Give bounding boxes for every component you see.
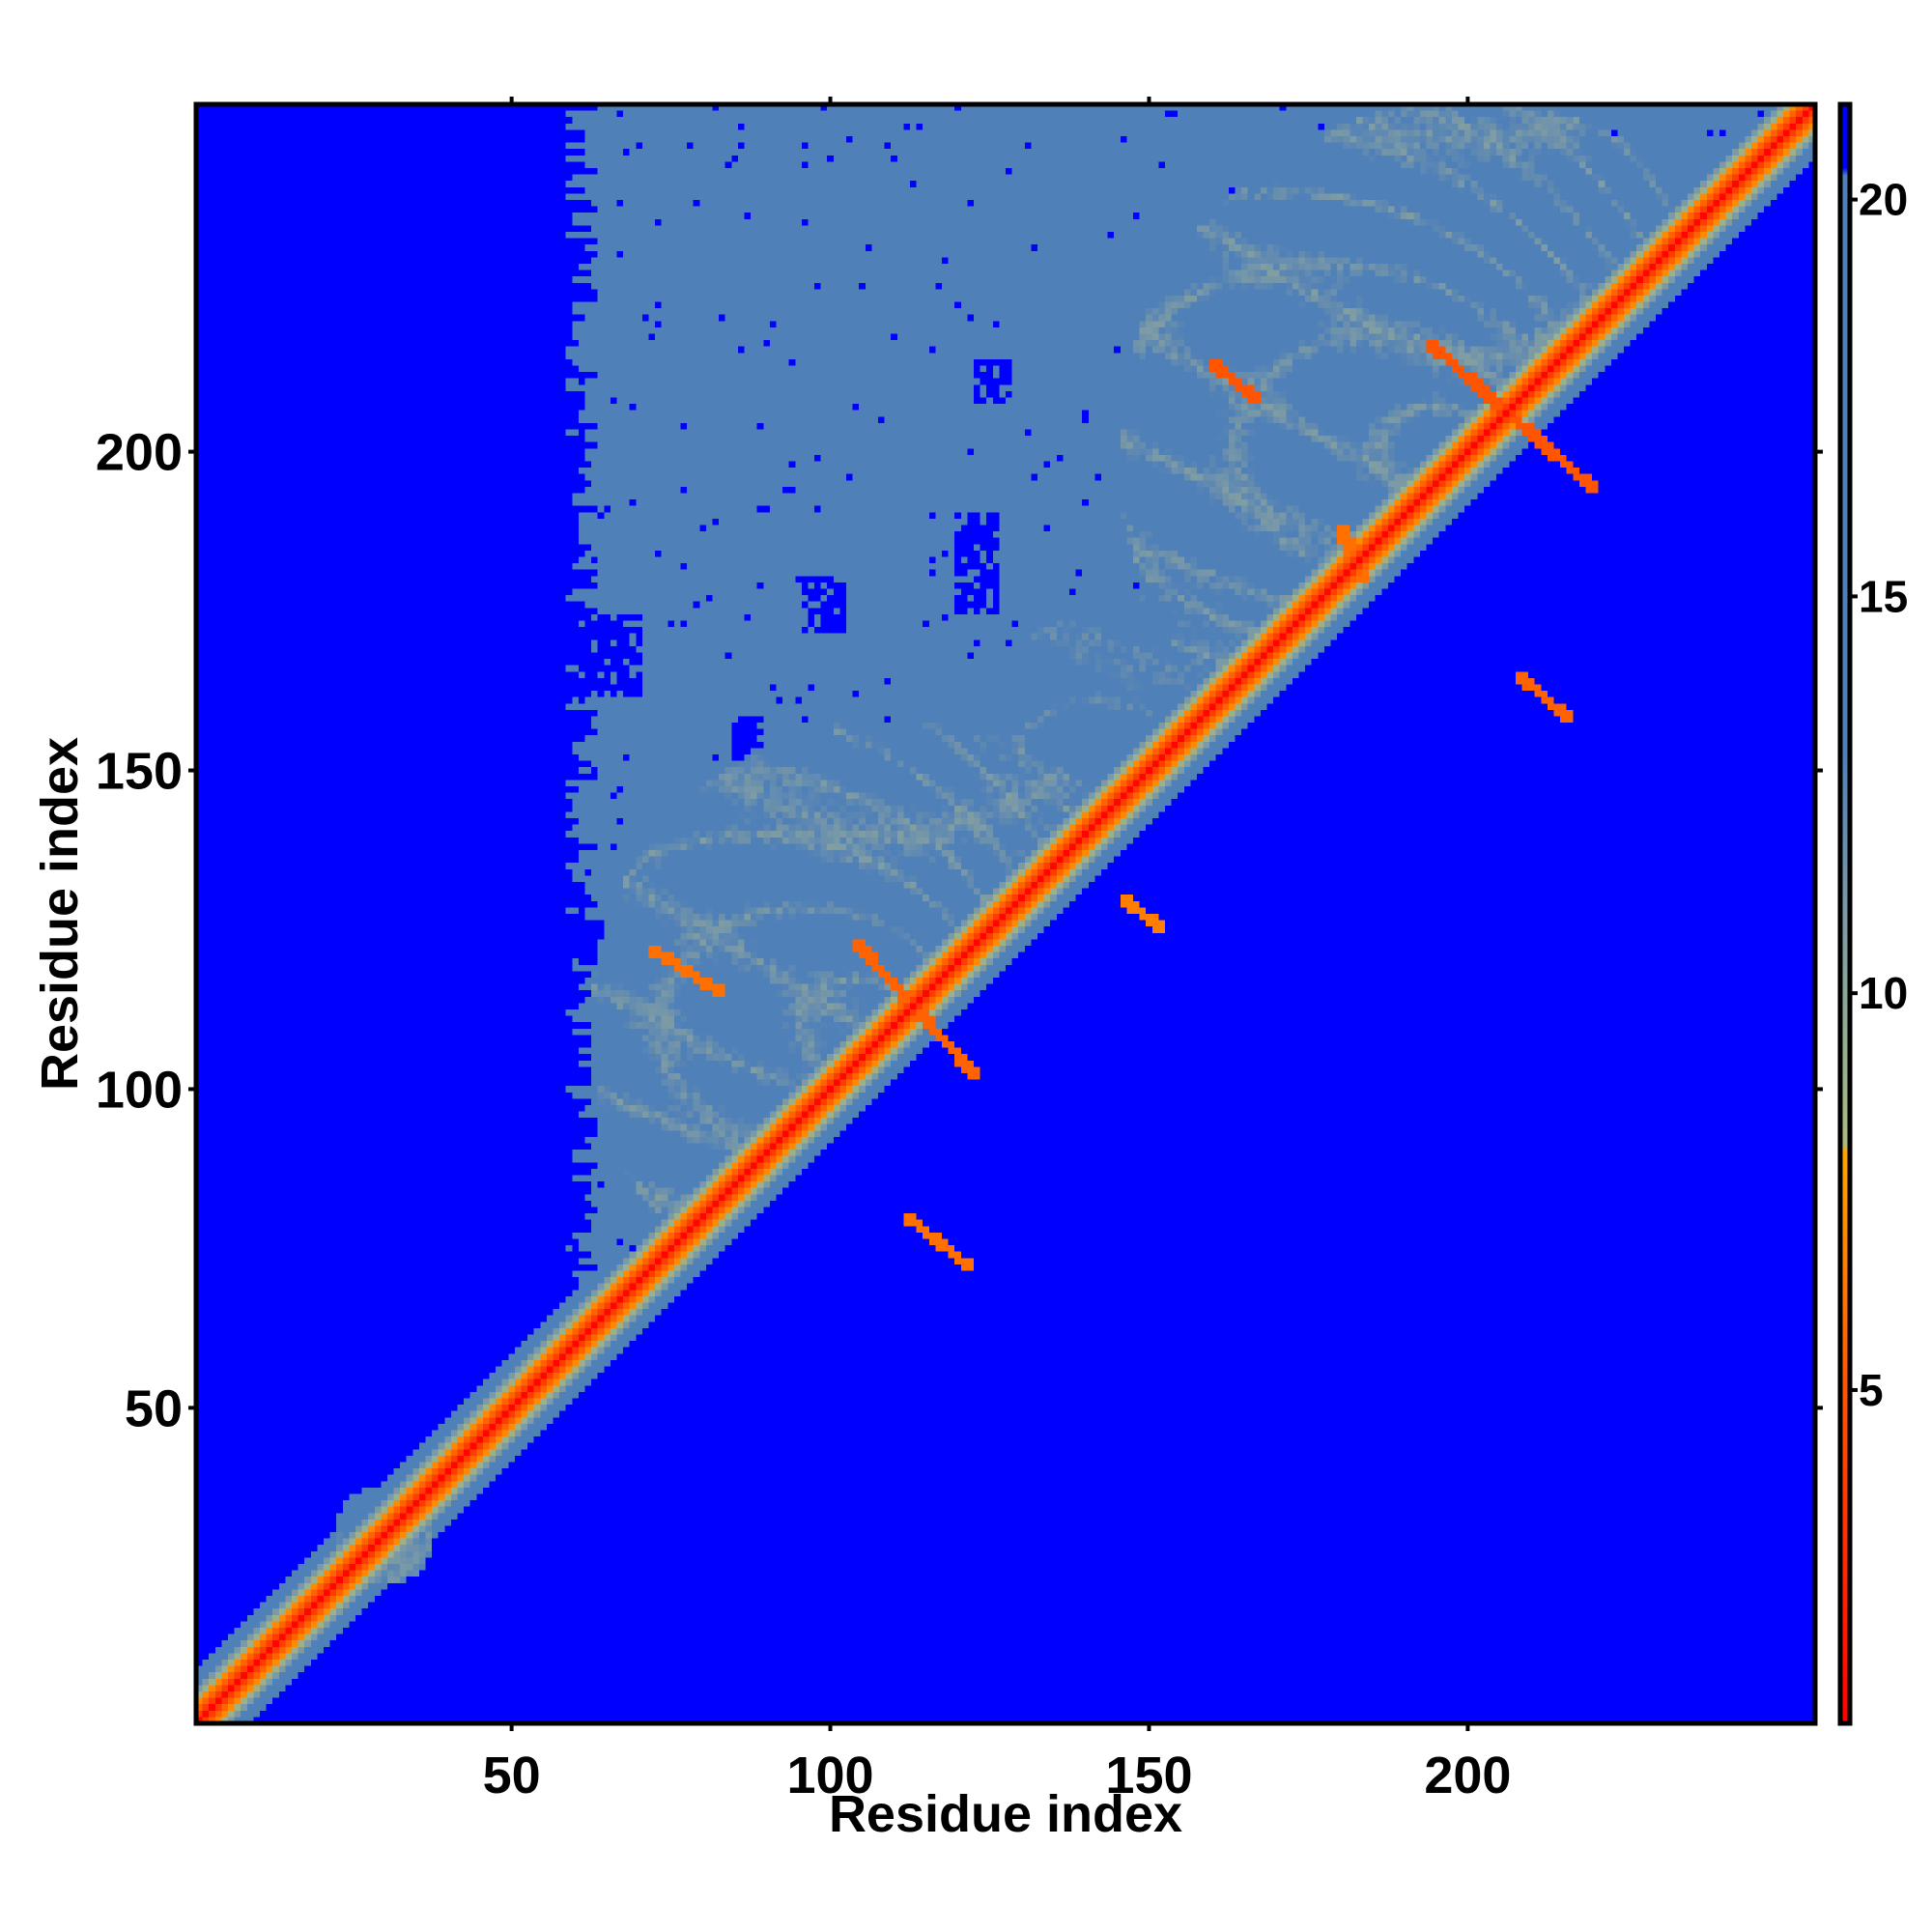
- heatmap-image: [196, 104, 1815, 1723]
- colorbar-tick-label: 10: [1859, 968, 1908, 1018]
- colorbar-gradient: [1840, 104, 1850, 1723]
- x-tick-label: 50: [483, 1747, 541, 1804]
- x-axis-title: Residue index: [829, 1785, 1182, 1843]
- y-tick-label: 150: [96, 743, 183, 801]
- colorbar-tick-label: 20: [1859, 175, 1908, 225]
- colorbar-tick-label: 5: [1859, 1365, 1884, 1415]
- y-tick-label: 50: [125, 1379, 183, 1437]
- x-tick-label: 200: [1424, 1747, 1511, 1804]
- y-axis: 50 100 150 200: [96, 424, 1823, 1437]
- colorbar-frame: [1837, 101, 1853, 1726]
- y-tick-label: 200: [96, 424, 183, 482]
- heatmap-area: [196, 104, 1815, 1723]
- y-tick-label: 100: [96, 1061, 183, 1119]
- colorbar-tick-label: 15: [1859, 571, 1908, 621]
- colorbar-ticks: 5 10 15 20: [1850, 175, 1908, 1415]
- x-tick-label: 100: [786, 1747, 873, 1804]
- y-axis-title: Residue index: [31, 737, 89, 1091]
- x-tick-label: 150: [1105, 1747, 1192, 1804]
- x-axis: 50 100 150 200: [483, 97, 1511, 1804]
- plot-frame: [193, 101, 1818, 1726]
- colorbar: 5 10 15 20: [1837, 101, 1908, 1726]
